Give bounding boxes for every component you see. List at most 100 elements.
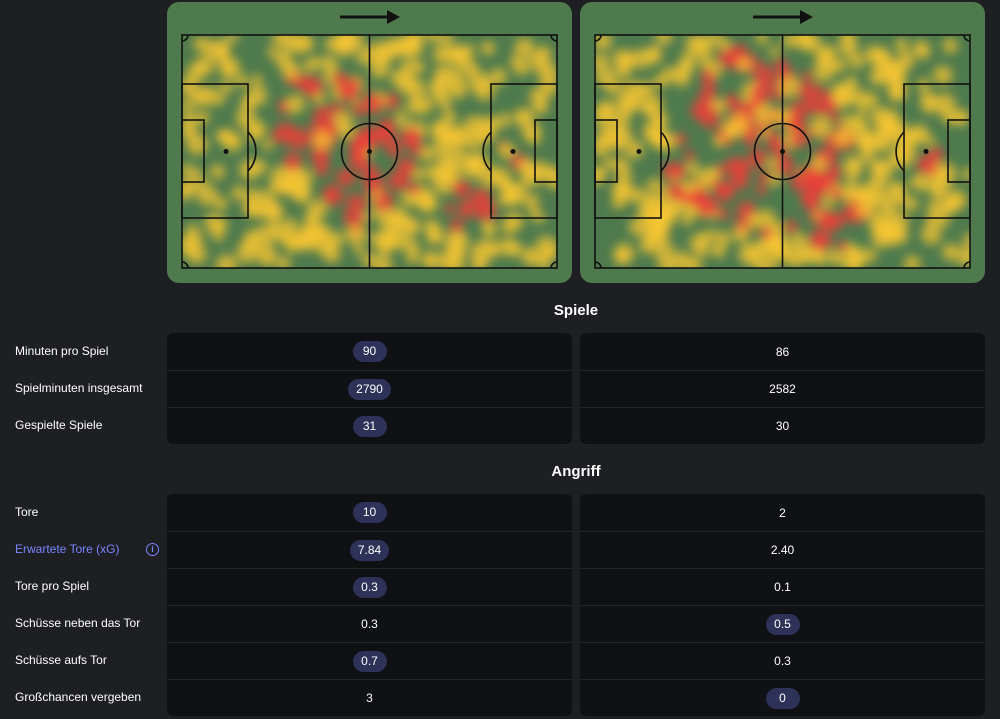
heat-blob [774,57,788,70]
heat-blob [474,200,497,223]
heat-blob [855,90,872,107]
heat-blob [686,162,700,175]
heat-blob [214,196,228,211]
stat-value-text: 2.40 [770,543,795,557]
heat-blob [449,219,464,234]
heat-blob [261,139,273,151]
heat-blob [275,255,291,268]
heat-blob [378,232,398,253]
heat-blob [343,206,364,228]
heat-blob [529,51,549,72]
heat-blob [748,148,767,168]
heat-blob [460,59,479,78]
heat-blob [440,35,454,46]
stat-value-highlight-badge: 0.7 [352,650,387,672]
heat-blob [675,61,693,79]
heat-blob [840,35,856,45]
heat-blob [595,53,609,71]
heat-blob [829,113,840,124]
heat-blob [884,60,897,72]
heat-blob [808,229,831,251]
heat-blob [540,77,557,96]
heat-blob [782,35,798,49]
heat-blob [933,93,956,115]
heat-blob [380,117,397,134]
heat-blob [836,240,848,252]
heat-blob [888,181,902,195]
heat-blob [753,103,776,126]
heat-blob [927,198,947,219]
heat-blob [750,84,771,105]
heat-blob [863,248,877,262]
heat-blob [935,163,957,185]
heat-blob [235,108,256,129]
heat-blob [292,184,312,204]
heat-blob [716,184,733,201]
heat-blob [514,37,535,58]
heat-blob [944,197,960,213]
heat-blob [755,35,769,45]
heat-blob [876,190,897,210]
heat-blob [281,44,292,55]
heat-blob [801,191,818,208]
heat-blob [285,94,305,114]
heat-blob [768,45,780,57]
heat-blob [445,45,465,65]
heat-blob [397,159,409,171]
heat-blob [231,185,247,201]
heat-blob [210,164,225,180]
heat-blob [470,255,486,268]
heat-blob [470,245,481,256]
heat-blob [227,35,239,43]
heat-blob [962,167,970,181]
heat-blob [700,69,716,84]
heat-blob [190,167,203,180]
heat-blob [182,77,199,97]
heat-blob [877,220,894,238]
heat-blob [480,41,496,56]
heat-blob [426,35,442,43]
pitch-lines-right [594,34,971,269]
heat-blob [400,38,413,51]
stat-value-right: 0.5 [580,605,985,642]
heat-blob [822,196,835,208]
heat-blob [674,133,687,146]
heat-blob [334,103,345,114]
heat-blob [609,112,631,134]
pitch-lines-left [181,34,558,269]
stat-value-highlight-badge: 0 [765,687,800,709]
heat-blob [872,134,892,153]
stat-label: Schüsse neben das Tor [15,616,141,630]
heat-blob [646,178,663,194]
heat-blob [354,244,365,256]
heat-blob [388,170,410,191]
heat-blob [732,226,750,243]
heat-blob [255,224,276,246]
stat-value-left: 10 [167,494,572,531]
heat-blob [283,152,302,171]
heat-blob [892,88,905,101]
heat-blob [525,193,540,208]
heat-blob [422,251,441,268]
heat-blob [759,64,771,76]
heat-blob [497,141,515,159]
heat-blob [445,257,465,268]
heat-blob [758,256,776,268]
heat-blob [289,35,311,54]
stat-label: Tore pro Spiel [15,579,90,593]
heat-blob [235,74,249,88]
heat-blob [909,175,921,188]
heat-blob [605,79,621,95]
heat-blob [789,133,804,148]
section-title-angriff: Angriff [551,463,601,480]
heat-blobs-right [595,35,970,268]
heat-blob [517,158,536,177]
stat-label: Schüsse aufs Tor [15,653,107,667]
heat-blob [831,82,852,104]
heat-blob [194,55,215,76]
heat-blob [652,219,671,238]
heat-blob [251,159,267,175]
info-circle-icon[interactable]: i [146,543,159,556]
stat-value-text: 86 [775,344,790,359]
